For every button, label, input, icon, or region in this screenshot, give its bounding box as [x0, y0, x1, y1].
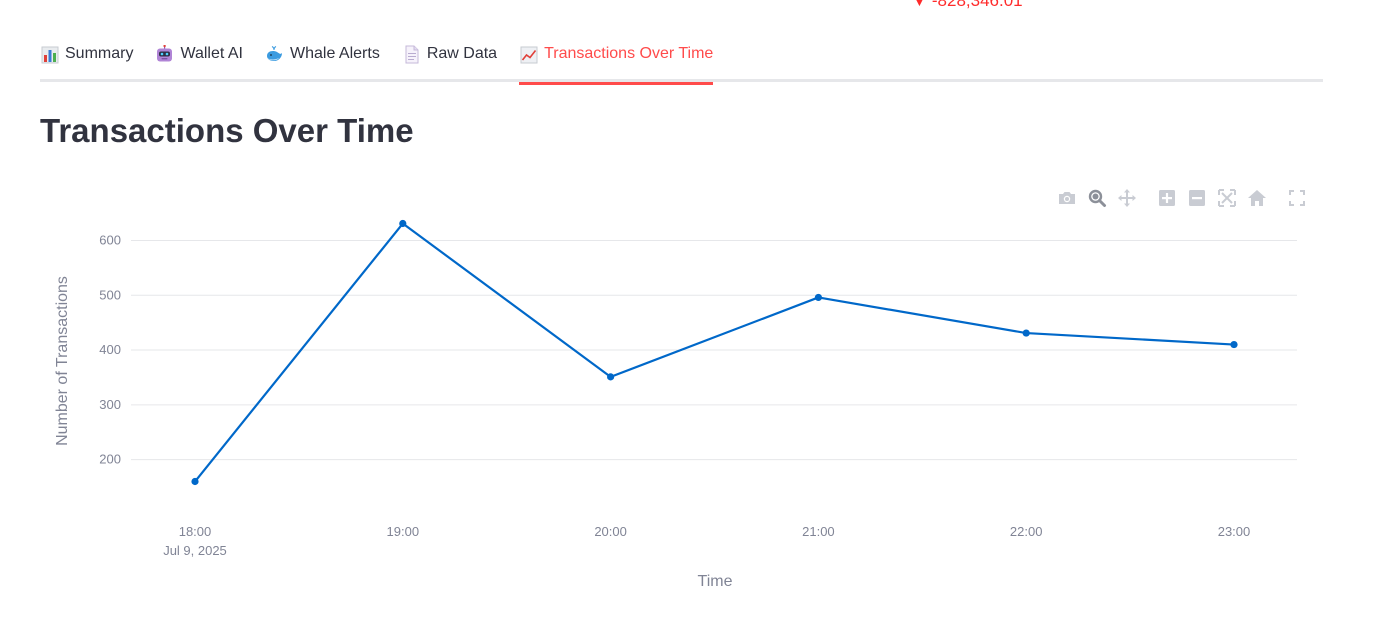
x-tick-label: 18:00	[179, 524, 212, 539]
x-tick-label: 22:00	[1010, 524, 1043, 539]
data-point	[1022, 329, 1030, 337]
x-tick-label: 19:00	[387, 524, 420, 539]
data-point	[399, 219, 407, 228]
robot-icon	[155, 45, 174, 64]
metric-delta: ▼ -828,346.01	[913, 0, 1023, 11]
y-tick-label: 500	[99, 287, 121, 302]
chart-modebar	[1052, 186, 1312, 210]
zoom-icon[interactable]	[1082, 186, 1112, 210]
tab-raw-data[interactable]: Raw Data	[402, 36, 497, 82]
y-tick-label: 200	[99, 452, 121, 467]
tab-bar: Summary Wallet AI Whale Alerts	[40, 36, 1323, 85]
tab-summary[interactable]: Summary	[40, 36, 133, 82]
page-icon	[402, 45, 421, 64]
tab-label: Raw Data	[426, 45, 498, 62]
x-tick-label: 23:00	[1218, 524, 1251, 539]
tab-label: Transactions Over Time	[544, 45, 714, 62]
zoom-out-icon[interactable]	[1182, 186, 1212, 210]
camera-icon[interactable]	[1052, 186, 1082, 210]
line-chart-icon	[519, 45, 538, 64]
fullscreen-icon[interactable]	[1282, 186, 1312, 210]
autoscale-icon[interactable]	[1212, 186, 1242, 210]
y-axis-title: Number of Transactions	[54, 276, 71, 446]
home-icon[interactable]	[1242, 186, 1272, 210]
x-tick-label: 20:00	[594, 524, 627, 539]
y-tick-label: 300	[99, 397, 121, 412]
arrow-down-icon: ▼	[913, 0, 926, 9]
data-point	[191, 477, 199, 486]
whale-icon	[265, 45, 284, 64]
tab-label: Whale Alerts	[290, 45, 380, 62]
x-axis-title: Time	[698, 573, 733, 590]
y-tick-label: 400	[99, 342, 121, 357]
bar-chart-icon	[40, 45, 59, 64]
x-tick-label: 21:00	[802, 524, 835, 539]
tab-label: Summary	[65, 45, 134, 62]
x-tick-sublabel: Jul 9, 2025	[163, 543, 227, 558]
tab-whale-alerts[interactable]: Whale Alerts	[265, 36, 380, 82]
data-point	[607, 373, 615, 381]
metric-delta-value: -828,346.01	[931, 0, 1023, 10]
pan-icon[interactable]	[1112, 186, 1142, 210]
data-point	[814, 293, 823, 302]
tab-label: Wallet AI	[180, 45, 243, 62]
tab-transactions-over-time[interactable]: Transactions Over Time	[519, 36, 714, 85]
zoom-in-icon[interactable]	[1152, 186, 1182, 210]
tab-wallet-ai[interactable]: Wallet AI	[155, 36, 243, 82]
page-title: Transactions Over Time	[40, 112, 414, 149]
y-tick-label: 600	[99, 232, 121, 247]
series-line	[194, 222, 1235, 483]
data-point	[1230, 340, 1238, 349]
